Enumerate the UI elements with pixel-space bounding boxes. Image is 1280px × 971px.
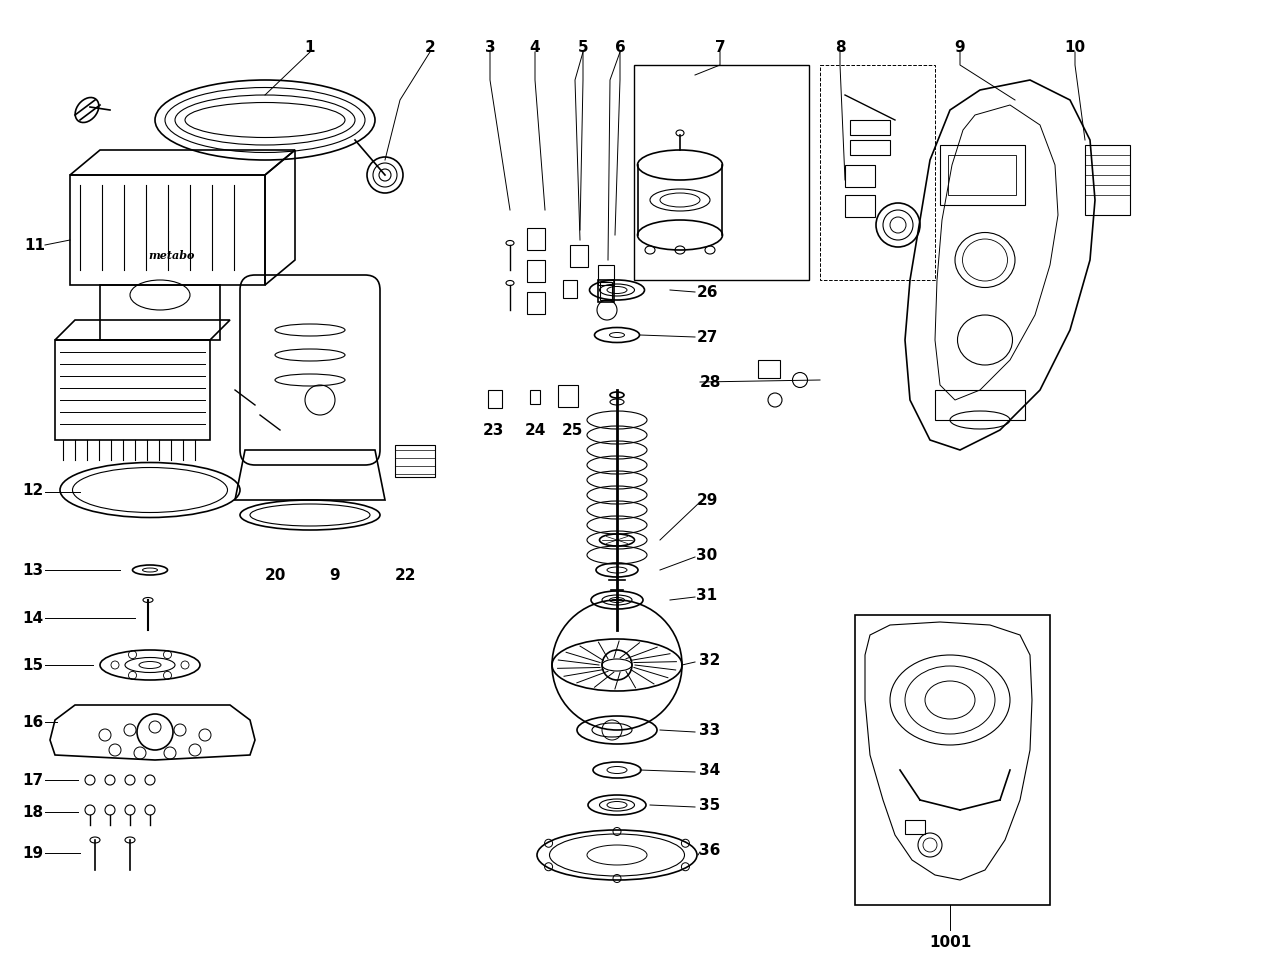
Bar bbox=[634, 65, 809, 280]
Text: 14: 14 bbox=[23, 611, 44, 625]
Text: 3: 3 bbox=[485, 40, 495, 54]
Text: 10: 10 bbox=[1065, 40, 1085, 54]
Text: 18: 18 bbox=[23, 805, 44, 820]
Bar bbox=[558, 385, 579, 407]
Bar bbox=[934, 390, 1025, 420]
Text: 16: 16 bbox=[22, 715, 44, 729]
Text: 19: 19 bbox=[23, 846, 44, 860]
Text: 31: 31 bbox=[696, 587, 718, 602]
Bar bbox=[570, 245, 588, 267]
Bar bbox=[598, 265, 614, 285]
Text: 6: 6 bbox=[614, 40, 626, 54]
Text: 15: 15 bbox=[23, 657, 44, 673]
Bar bbox=[527, 260, 545, 282]
Text: 7: 7 bbox=[714, 40, 726, 54]
Text: 1001: 1001 bbox=[929, 934, 972, 950]
Text: 9: 9 bbox=[955, 40, 965, 54]
Text: metabo: metabo bbox=[148, 250, 195, 260]
Text: 11: 11 bbox=[24, 238, 46, 252]
Text: 8: 8 bbox=[835, 40, 845, 54]
Text: 33: 33 bbox=[699, 722, 721, 738]
Bar bbox=[100, 285, 220, 340]
Bar bbox=[850, 120, 890, 135]
Text: 29: 29 bbox=[696, 492, 718, 508]
Text: 30: 30 bbox=[696, 548, 718, 562]
Text: 34: 34 bbox=[699, 762, 721, 778]
Bar bbox=[600, 282, 612, 300]
Text: 20: 20 bbox=[264, 567, 285, 583]
Text: 28: 28 bbox=[699, 375, 721, 389]
Text: 27: 27 bbox=[696, 329, 718, 345]
Bar bbox=[948, 155, 1016, 195]
Bar bbox=[850, 140, 890, 155]
Bar bbox=[488, 390, 502, 408]
Bar bbox=[527, 228, 545, 250]
Text: 13: 13 bbox=[23, 562, 44, 578]
Bar bbox=[940, 145, 1025, 205]
Bar bbox=[563, 280, 577, 298]
Text: 35: 35 bbox=[699, 797, 721, 813]
Bar bbox=[820, 65, 934, 280]
Bar bbox=[758, 360, 780, 378]
Text: 25: 25 bbox=[562, 422, 582, 438]
Text: 12: 12 bbox=[22, 483, 44, 497]
Bar bbox=[396, 445, 435, 477]
Text: 23: 23 bbox=[483, 422, 504, 438]
Bar bbox=[905, 820, 925, 834]
Text: 24: 24 bbox=[525, 422, 545, 438]
Text: 17: 17 bbox=[23, 773, 44, 787]
Text: 22: 22 bbox=[394, 567, 416, 583]
Text: 5: 5 bbox=[577, 40, 589, 54]
Text: 36: 36 bbox=[699, 843, 721, 857]
Text: 1: 1 bbox=[305, 40, 315, 54]
Text: 26: 26 bbox=[696, 285, 718, 299]
Bar bbox=[598, 280, 614, 302]
Text: 9: 9 bbox=[330, 567, 340, 583]
Text: 32: 32 bbox=[699, 653, 721, 667]
Bar bbox=[845, 165, 876, 187]
Bar bbox=[1085, 145, 1130, 215]
Bar bbox=[527, 292, 545, 314]
Bar bbox=[55, 340, 210, 440]
Bar bbox=[855, 615, 1050, 905]
Bar bbox=[845, 195, 876, 217]
Bar bbox=[70, 175, 265, 285]
Text: 2: 2 bbox=[425, 40, 435, 54]
Bar bbox=[530, 390, 540, 404]
Text: 4: 4 bbox=[530, 40, 540, 54]
